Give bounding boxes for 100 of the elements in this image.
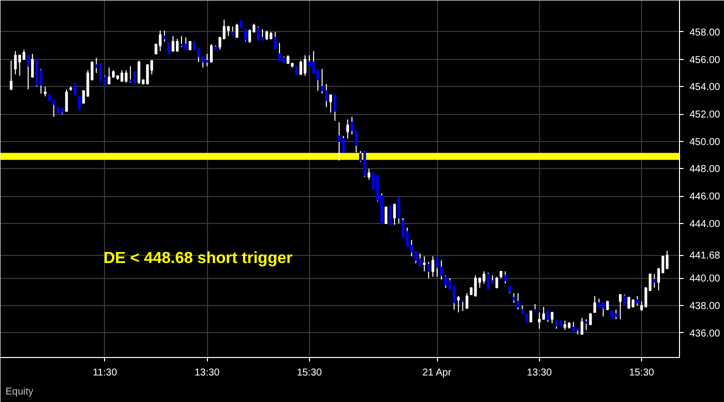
candlestick	[482, 270, 486, 284]
candlestick	[74, 83, 76, 96]
candlestick	[580, 317, 584, 335]
candlestick	[440, 260, 443, 280]
candlestick	[163, 30, 166, 42]
candlestick	[184, 36, 188, 50]
candlestick	[26, 54, 30, 90]
x-tick-label: 13:30	[194, 368, 220, 378]
y-tick-label: 444.00	[690, 218, 721, 230]
candlestick	[550, 312, 554, 324]
candlestick	[180, 36, 183, 48]
candlestick	[388, 205, 392, 226]
candlestick	[210, 44, 213, 63]
candlestick	[432, 256, 434, 278]
candlestick	[648, 274, 652, 291]
candlestick	[546, 310, 550, 322]
candlestick	[278, 42, 281, 62]
candlestick	[457, 295, 460, 313]
x-tick-label: 15:30	[296, 368, 322, 378]
y-tick-label: 438.00	[690, 301, 721, 312]
candlestick	[176, 38, 179, 52]
y-tick-label: 441.68	[690, 250, 721, 262]
candlestick	[397, 196, 400, 224]
candlestick	[227, 26, 230, 37]
candlestick	[31, 53, 34, 78]
x-tick-label: 11:30	[92, 368, 118, 378]
candlestick	[129, 66, 132, 84]
candlestick	[422, 256, 426, 272]
y-tick-label: 446.00	[690, 192, 721, 203]
candlestick	[593, 295, 596, 313]
candlestick	[614, 309, 618, 320]
candlestick	[623, 294, 626, 306]
candlestick	[538, 312, 541, 330]
candlestick	[299, 60, 302, 75]
candlestick	[218, 36, 222, 50]
y-tick-label: 436.00	[690, 328, 721, 340]
candlestick	[466, 292, 468, 309]
candlestick	[274, 31, 277, 49]
annotation: DE < 448.68 short trigger	[104, 250, 292, 267]
candlestick	[529, 310, 532, 322]
x-tick-label: 21 Apr	[422, 368, 452, 378]
candlestick	[222, 19, 226, 40]
candlestick	[542, 306, 545, 320]
candlestick	[427, 261, 430, 279]
candlestick	[256, 26, 260, 41]
candlestick	[78, 96, 81, 110]
candlestick	[133, 71, 136, 84]
candlestick	[418, 253, 422, 266]
candlestick	[138, 60, 140, 84]
x-tick-label: 13:30	[526, 368, 552, 378]
candlestick	[436, 257, 438, 278]
candlestick	[124, 70, 128, 84]
candlestick	[644, 287, 648, 308]
candlestick	[516, 292, 520, 310]
candlestick	[18, 54, 22, 76]
candlestick	[342, 135, 345, 153]
candlestick	[108, 67, 110, 84]
candlestick	[393, 204, 396, 226]
candlestick	[120, 70, 124, 82]
y-tick-label: 450.00	[690, 136, 721, 148]
text: Equity	[6, 386, 34, 398]
candlestick	[14, 50, 17, 75]
candlestick	[627, 296, 630, 309]
candlestick	[474, 274, 477, 296]
candlestick	[368, 168, 370, 180]
x-tick-label: 15:30	[629, 368, 655, 378]
y-tick-label: 456.00	[690, 54, 721, 66]
candlestick	[461, 300, 464, 312]
candlestick	[244, 28, 247, 42]
candlestick	[384, 206, 388, 224]
candlestick	[346, 119, 350, 140]
candlestick	[172, 36, 174, 52]
candlestick	[512, 292, 516, 304]
candlestick	[504, 270, 507, 284]
candlestick	[325, 83, 328, 108]
candlestick	[334, 94, 336, 122]
candlestick	[167, 42, 170, 54]
candlestick	[618, 294, 622, 320]
candlestick	[44, 86, 47, 97]
y-tick-label: 448.00	[690, 164, 721, 176]
candlestick	[653, 274, 656, 288]
candlestick	[495, 276, 498, 288]
candlestick	[146, 64, 149, 84]
candlestick	[666, 250, 668, 270]
candlestick	[304, 54, 306, 76]
candlestick	[486, 272, 490, 290]
candlestick	[99, 62, 102, 82]
candlestick	[329, 94, 332, 114]
candlestick	[10, 60, 12, 90]
candlestick	[265, 30, 268, 41]
y-tick-label: 454.00	[690, 82, 721, 94]
candlestick	[158, 30, 162, 52]
candlestick	[236, 23, 238, 38]
candlestick	[589, 313, 592, 326]
candlestick	[564, 320, 566, 331]
candlestick	[602, 302, 605, 317]
y-tick-label: 440.00	[690, 274, 721, 285]
candlestick	[261, 28, 264, 41]
candlestick	[65, 88, 68, 112]
y-tick-label: 452.00	[690, 110, 721, 121]
